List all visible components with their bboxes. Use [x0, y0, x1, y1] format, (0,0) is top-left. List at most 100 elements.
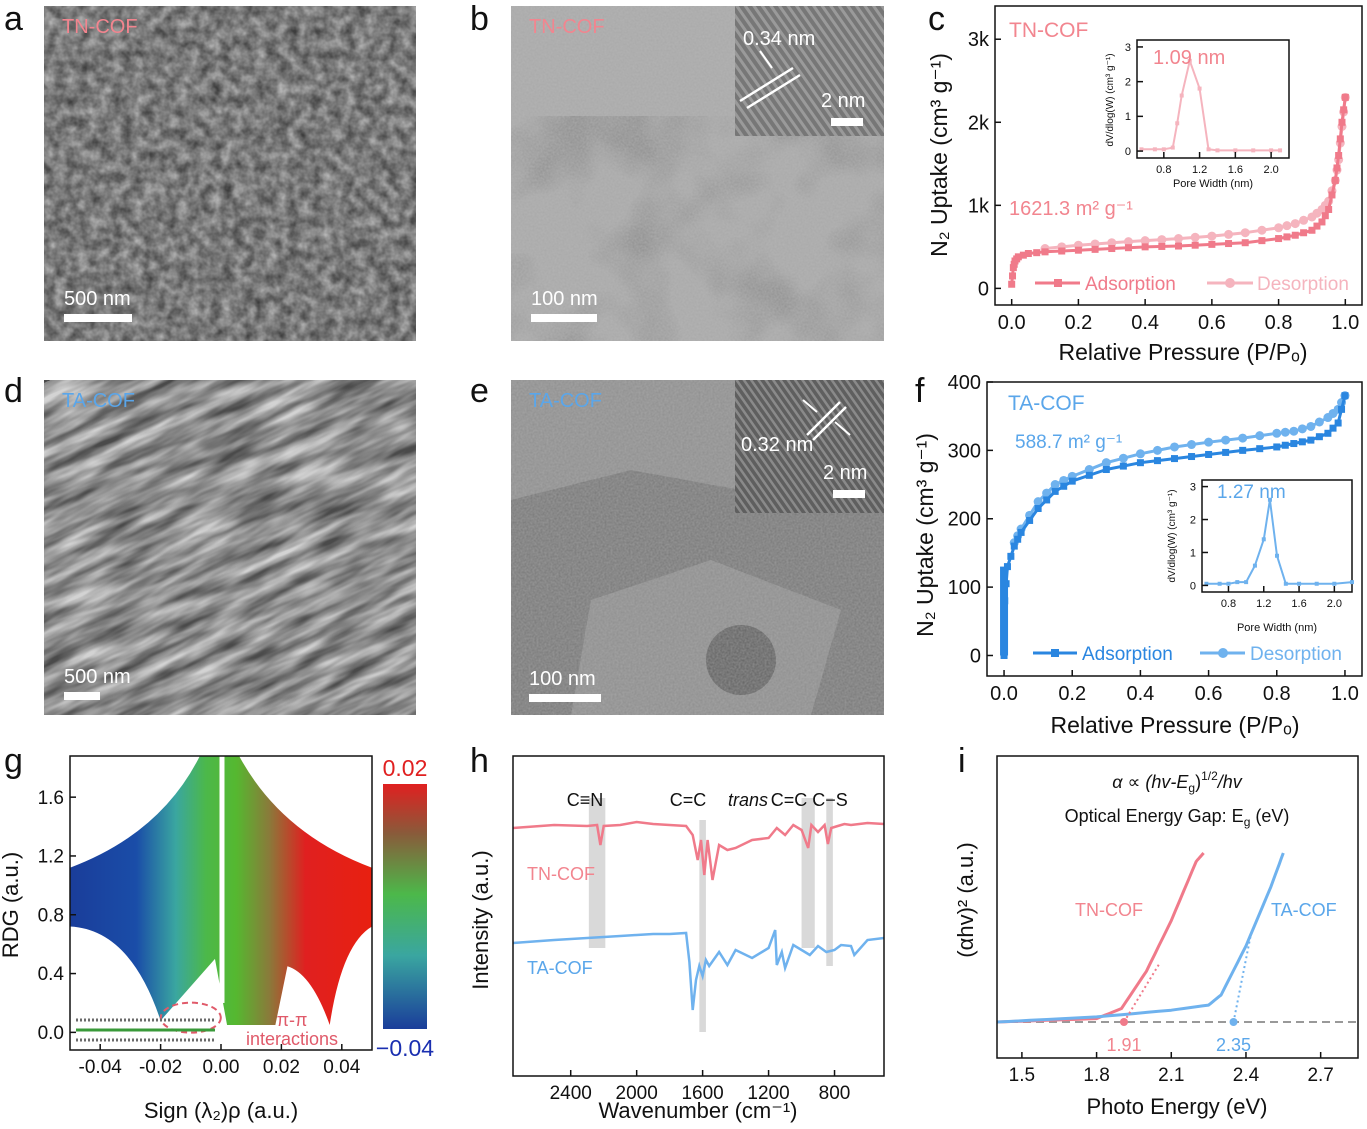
desorption-point: [1274, 223, 1284, 233]
adsorption-point: [1003, 563, 1011, 571]
inset-pore-point: [1275, 553, 1279, 558]
adsorption-point: [1300, 229, 1308, 237]
y-axis-label: Intensity (a.u.): [468, 850, 493, 989]
desorption-point: [1033, 497, 1043, 507]
adsorption-point: [1308, 226, 1316, 234]
scale-bar-label: 500 nm: [64, 288, 131, 310]
peak-band: [801, 798, 815, 948]
desorption-point: [1224, 229, 1234, 239]
x-axis-label: Relative Pressure (P/Pₒ): [1051, 712, 1300, 738]
inset-pore-point: [1197, 86, 1202, 91]
tn-cof-gap-point: [1119, 1018, 1128, 1026]
inset-pore-point: [1179, 93, 1184, 98]
y-tick-label: 300: [948, 440, 981, 462]
inset-pore-point: [1332, 581, 1337, 586]
x-tick-label: 0.2: [1058, 683, 1086, 705]
panel-label-d: d: [4, 372, 23, 410]
tem-image-tn: TN-COF 0.34 nm 2 nm 100 nm: [511, 6, 884, 341]
hrtem-inset: 0.32 nm 2 nm: [735, 380, 884, 513]
adsorption-point: [1313, 222, 1321, 230]
y-tick-label: 0.8: [38, 905, 64, 926]
desorption-point: [1084, 465, 1094, 475]
adsorption-point: [1275, 235, 1283, 243]
inset-pore-point: [1170, 145, 1175, 150]
adsorption-point: [1034, 504, 1042, 512]
x-tick-label: 0.6: [1195, 683, 1223, 705]
adsorption-point: [1336, 135, 1344, 143]
adsorption-point: [1318, 218, 1326, 226]
adsorption-point: [1338, 405, 1346, 413]
y-tick-label: 400: [948, 372, 981, 394]
adsorption-point: [1058, 247, 1066, 255]
desorption-point: [1238, 433, 1248, 443]
inset-pore-point: [1215, 148, 1220, 153]
desorption-point: [1207, 231, 1217, 241]
desorption-point: [1240, 228, 1250, 238]
x-tick-label: 0.2: [1065, 312, 1093, 334]
adsorption-point: [1188, 453, 1196, 461]
adsorption-point: [1014, 253, 1022, 261]
lattice-spacing-label: 0.34 nm: [743, 28, 816, 50]
n2-isotherm-tn: TN-COF 1621.3 m² g⁻¹ 0.0 0.2 0.4 0.6 0.8 1.0 0 1k…: [926, 5, 1363, 365]
x-tick-label: 1.0: [1331, 312, 1359, 334]
surface-area-label: 588.7 m² g⁻¹: [1015, 432, 1122, 453]
peak-label-cs: C−S: [812, 790, 848, 810]
adsorption-point: [1068, 477, 1076, 485]
inset-pore-point: [1314, 581, 1319, 586]
adsorption-point: [1307, 436, 1315, 444]
y-tick-label: 0.4: [38, 964, 65, 985]
x-tick-label: 0.04: [323, 1057, 360, 1078]
adsorption-point: [1315, 433, 1323, 441]
tn-cof-label: TN-COF: [1075, 900, 1143, 920]
scale-bar: [64, 692, 100, 700]
adsorption-point: [1222, 448, 1230, 456]
adsorption-point: [1119, 462, 1127, 470]
inset-pore-line: [1206, 498, 1353, 585]
x-tick-label: 1600: [681, 1083, 723, 1104]
adsorption-point: [1136, 459, 1144, 467]
peak-label-trans-cc: C=C: [771, 790, 808, 810]
tn-cof-ftir-line: [512, 820, 885, 881]
lattice-fringes: [735, 6, 884, 136]
panel-label-f: f: [915, 372, 925, 410]
tn-cof-tauc-line: [996, 852, 1205, 1024]
peak-band: [826, 798, 833, 966]
x-tick-label: 1.0: [1331, 683, 1359, 705]
sem-image-ta: TA-COF 500 nm: [44, 380, 416, 715]
adsorption-point: [1017, 528, 1025, 536]
adsorption-point: [1208, 240, 1216, 248]
adsorption-point: [1239, 446, 1247, 454]
colorbar: [383, 784, 427, 1029]
adsorption-point: [1141, 243, 1149, 251]
sample-label: TN-COF: [1009, 19, 1088, 42]
desorption-point: [1107, 238, 1117, 248]
adsorption-point: [1019, 251, 1027, 259]
tem-texture-tn: [511, 6, 884, 341]
adsorption-point: [1191, 241, 1199, 249]
axes-frame: [512, 755, 885, 1077]
x-tick-label: 2400: [550, 1083, 592, 1104]
y-tick-label: 100: [948, 577, 981, 599]
colorbar-min-label: −0.04: [376, 1035, 434, 1061]
desorption-point: [1123, 237, 1133, 247]
adsorption-point: [1009, 272, 1017, 280]
sem-image-tn: TN-COF 500 nm: [44, 6, 416, 341]
x-tick-label: -0.04: [79, 1057, 123, 1078]
x-tick-label: 2.1: [1158, 1065, 1184, 1086]
adsorption-point: [1000, 651, 1008, 659]
inset-peak-label: 1.09 nm: [1153, 47, 1225, 69]
inset-x-tick-label: 1.2: [1256, 598, 1271, 610]
ta-cof-extrapolation: [1232, 933, 1252, 1023]
sample-label: TA-COF: [62, 390, 135, 412]
inset-pore-point: [1251, 148, 1256, 153]
adsorption-point: [1340, 106, 1348, 114]
scale-bar: [64, 314, 132, 322]
sample-label: TN-COF: [62, 16, 138, 38]
x-tick-label: 1.8: [1083, 1065, 1109, 1086]
adsorption-point: [1258, 237, 1266, 245]
inset-pore-point: [1233, 148, 1238, 153]
inset-x-tick-label: 2.0: [1263, 164, 1278, 176]
inset-x-tick-label: 2.0: [1327, 598, 1342, 610]
